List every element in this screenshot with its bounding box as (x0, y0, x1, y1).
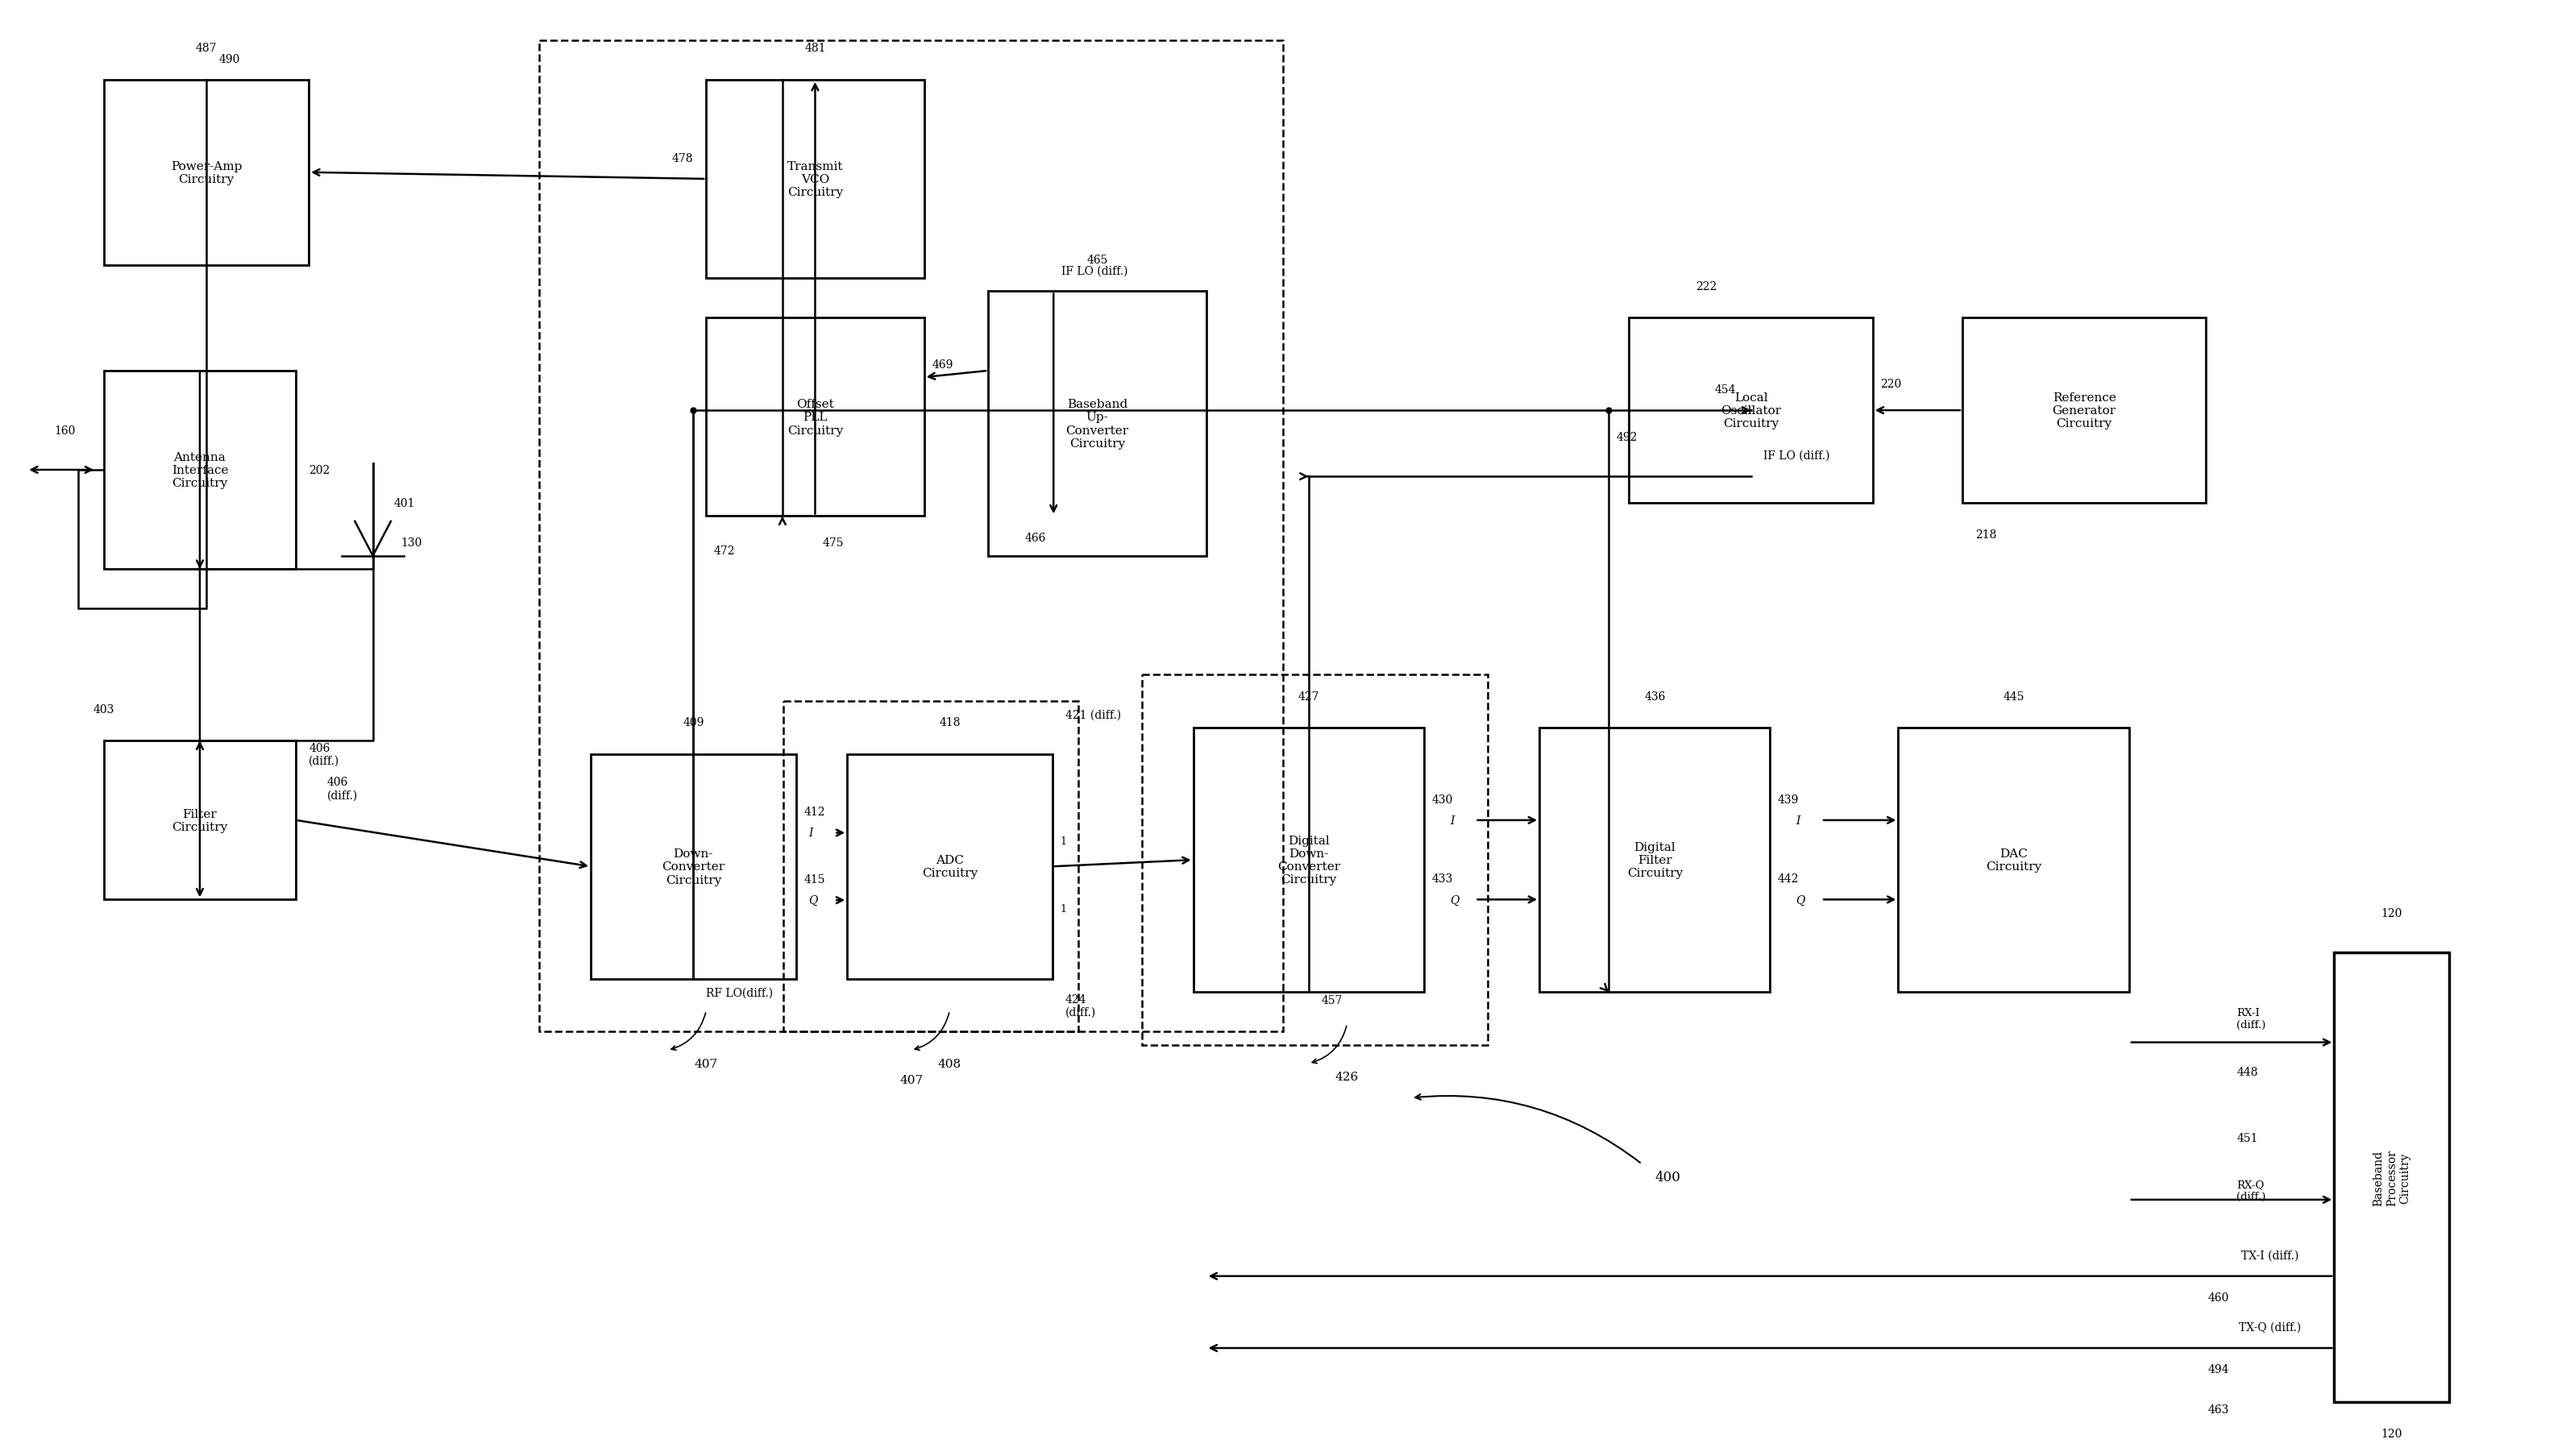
Bar (1193, 728, 1424, 993)
Bar (2335, 952, 2451, 1402)
Text: 427: 427 (1298, 690, 1319, 702)
Bar (706, 319, 924, 517)
Text: Down-
Converter
Circuitry: Down- Converter Circuitry (662, 847, 724, 885)
Text: IF LO (diff.): IF LO (diff.) (1062, 265, 1126, 277)
Text: 454: 454 (1714, 384, 1737, 396)
Text: Power-Amp
Circuitry: Power-Amp Circuitry (169, 160, 241, 185)
Bar (1540, 728, 1771, 993)
Text: Local
Oscillator
Circuitry: Local Oscillator Circuitry (1722, 392, 1781, 430)
Text: Filter
Circuitry: Filter Circuitry (172, 808, 228, 833)
Text: TX-Q (diff.): TX-Q (diff.) (2240, 1321, 2302, 1332)
Text: 406
(diff.): 406 (diff.) (326, 776, 357, 801)
Text: 415: 415 (803, 874, 824, 885)
Text: 1: 1 (1060, 903, 1067, 913)
Bar (103, 80, 308, 265)
Text: 409: 409 (683, 716, 703, 728)
Text: 492: 492 (1617, 431, 1637, 443)
Text: 418: 418 (939, 716, 960, 728)
Text: Digital
Filter
Circuitry: Digital Filter Circuitry (1627, 842, 1683, 879)
Text: Reference
Generator
Circuitry: Reference Generator Circuitry (2053, 392, 2117, 430)
Text: 403: 403 (92, 703, 115, 715)
Text: 481: 481 (803, 44, 826, 54)
Text: RF LO(diff.): RF LO(diff.) (706, 987, 772, 997)
Bar (988, 291, 1206, 556)
Text: 472: 472 (713, 545, 736, 556)
Text: 430: 430 (1432, 794, 1452, 805)
Text: 465: 465 (1085, 255, 1109, 266)
Text: 445: 445 (2004, 690, 2025, 702)
Text: Digital
Down-
Converter
Circuitry: Digital Down- Converter Circuitry (1278, 834, 1339, 885)
Text: 1: 1 (1060, 836, 1067, 846)
Text: 448: 448 (2238, 1066, 2258, 1077)
Text: 407: 407 (695, 1059, 718, 1069)
Text: Baseband
Up-
Converter
Circuitry: Baseband Up- Converter Circuitry (1065, 399, 1129, 450)
Text: I: I (1796, 815, 1801, 826)
Bar (103, 741, 295, 900)
Bar (539, 41, 1283, 1032)
Text: 433: 433 (1432, 874, 1452, 884)
Bar (1963, 319, 2207, 504)
Bar (103, 371, 295, 569)
Text: 426: 426 (1334, 1072, 1360, 1083)
Text: I: I (1450, 815, 1455, 826)
Text: 218: 218 (1976, 530, 1996, 540)
Text: 436: 436 (1645, 690, 1665, 702)
Text: 120: 120 (2381, 1428, 2402, 1440)
Text: 401: 401 (393, 498, 416, 510)
Text: I: I (808, 827, 813, 839)
Bar (1142, 676, 1488, 1045)
Text: 202: 202 (308, 464, 331, 476)
Bar (783, 702, 1078, 1032)
Text: ADC
Circuitry: ADC Circuitry (921, 855, 978, 879)
Text: Q: Q (1796, 894, 1804, 906)
Bar (590, 754, 795, 978)
Text: Baseband
Processor
Circuitry: Baseband Processor Circuitry (2374, 1149, 2409, 1206)
Text: Offset
PLL
Circuitry: Offset PLL Circuitry (788, 399, 844, 437)
Text: 400: 400 (1655, 1171, 1681, 1184)
Text: DAC
Circuitry: DAC Circuitry (1986, 847, 2043, 872)
Text: 130: 130 (400, 537, 421, 549)
Bar (1629, 319, 1873, 504)
Text: 160: 160 (54, 425, 77, 437)
Text: 469: 469 (931, 360, 952, 370)
Text: 421 (diff.): 421 (diff.) (1065, 709, 1121, 721)
Text: 412: 412 (803, 807, 824, 818)
Bar (847, 754, 1052, 978)
Text: 466: 466 (1024, 531, 1047, 543)
Text: Antenna
Interface
Circuitry: Antenna Interface Circuitry (172, 451, 228, 489)
Text: 494: 494 (2209, 1364, 2230, 1374)
Text: 460: 460 (2209, 1291, 2230, 1303)
Text: 490: 490 (218, 54, 241, 66)
Text: 406
(diff.): 406 (diff.) (308, 743, 339, 767)
Text: Q: Q (1450, 894, 1460, 906)
Text: 424
(diff.): 424 (diff.) (1065, 993, 1096, 1018)
Text: 222: 222 (1696, 281, 1717, 293)
Bar (706, 80, 924, 278)
Text: Q: Q (808, 895, 819, 906)
Text: 487: 487 (195, 44, 218, 54)
Text: 408: 408 (939, 1059, 962, 1069)
Text: Transmit
VCO
Circuitry: Transmit VCO Circuitry (788, 160, 844, 198)
Text: 220: 220 (1881, 379, 1901, 390)
Text: RX-I
(diff.): RX-I (diff.) (2238, 1008, 2266, 1029)
Text: 478: 478 (672, 153, 693, 165)
Text: IF LO (diff.): IF LO (diff.) (1763, 450, 1830, 462)
Text: 120: 120 (2381, 907, 2402, 919)
Text: 451: 451 (2238, 1133, 2258, 1143)
Text: 463: 463 (2209, 1404, 2230, 1415)
Text: 442: 442 (1778, 874, 1799, 884)
Text: 439: 439 (1778, 794, 1799, 805)
Text: TX-I (diff.): TX-I (diff.) (2240, 1249, 2299, 1261)
Text: 475: 475 (824, 537, 844, 549)
Bar (1899, 728, 2130, 993)
Text: 407: 407 (901, 1075, 924, 1085)
Text: RX-Q
(diff.): RX-Q (diff.) (2238, 1179, 2266, 1201)
Text: 457: 457 (1321, 994, 1342, 1006)
